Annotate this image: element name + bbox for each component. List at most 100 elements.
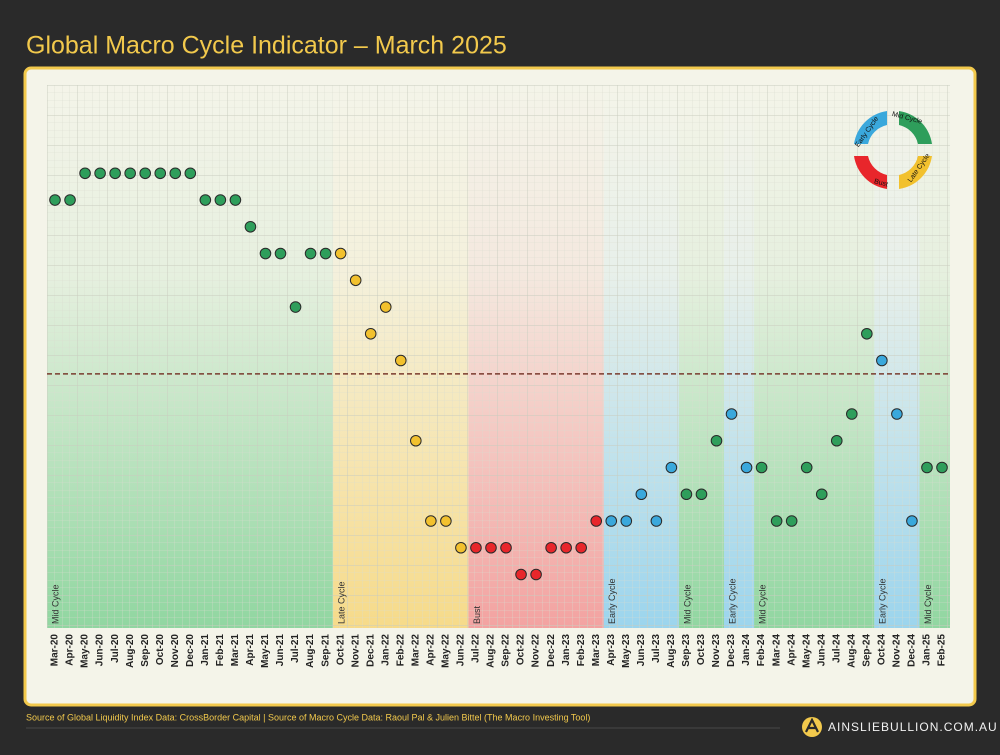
point <box>304 247 317 260</box>
point <box>184 167 197 180</box>
point <box>319 247 332 260</box>
point <box>289 301 302 313</box>
x-tick-label: Jun-24 <box>816 634 827 667</box>
point <box>154 167 167 180</box>
x-tick-label: Jul-22 <box>471 634 482 663</box>
x-tick-label: Feb-24 <box>756 634 767 667</box>
point <box>94 167 106 180</box>
point <box>740 461 753 474</box>
x-tick-label: Jun-23 <box>636 634 647 667</box>
point <box>815 488 828 501</box>
x-tick-label: Dec-22 <box>546 634 557 667</box>
x-tick-label: May-22 <box>441 634 452 668</box>
region-label: Early Cycle <box>878 578 888 624</box>
wheel-label: Bust <box>873 178 888 188</box>
point <box>620 515 633 527</box>
point <box>425 515 437 527</box>
x-tick-label: Apr-22 <box>425 634 436 666</box>
x-tick-label: Feb-22 <box>395 634 406 667</box>
point <box>334 247 347 260</box>
x-tick-label: Oct-20 <box>155 634 166 666</box>
plot: Mid Cycle Late Cycle Bust Early Cycle Mid Cy… <box>47 167 950 668</box>
region-label: Late Cycle <box>337 581 347 624</box>
region-label: Mid Cycle <box>682 584 692 624</box>
x-tick-label: Aug-24 <box>846 634 857 668</box>
point <box>665 461 678 474</box>
point <box>49 194 61 206</box>
x-tick-label: Sep-21 <box>320 634 331 667</box>
point <box>785 515 798 527</box>
x-tick-label: Oct-21 <box>335 634 346 666</box>
brand: AINSLIEBULLION.COM.AU <box>828 720 998 734</box>
point <box>680 488 693 501</box>
point <box>244 220 257 233</box>
point <box>410 434 422 447</box>
brand-logo-mark <box>805 717 819 733</box>
x-tick-label: Jul-21 <box>290 634 301 663</box>
point <box>695 488 708 501</box>
x-tick-label: Aug-20 <box>125 634 136 668</box>
point <box>485 541 497 554</box>
x-tick-label: Nov-22 <box>531 634 542 668</box>
point <box>560 541 572 554</box>
point <box>394 354 407 367</box>
x-tick-label: Dec-21 <box>365 634 376 667</box>
x-tick-label: Feb-21 <box>215 634 226 667</box>
point <box>515 568 527 581</box>
x-tick-label: Mar-24 <box>771 634 782 667</box>
x-tick-label: Dec-24 <box>907 634 918 667</box>
point <box>64 194 76 206</box>
point <box>635 488 648 501</box>
point <box>169 167 182 180</box>
point <box>274 247 287 260</box>
x-tick-label: Jul-20 <box>110 634 121 663</box>
point <box>906 515 918 527</box>
x-tick-label: May-21 <box>260 634 271 668</box>
x-tick-label: Aug-23 <box>666 634 677 668</box>
x-tick-label: Mar-22 <box>410 634 421 667</box>
point <box>921 461 933 474</box>
source-note: Source of Global Liquidity Index Data: C… <box>26 712 590 722</box>
x-tick-label: Jul-23 <box>651 634 662 663</box>
x-tick-label: Jan-25 <box>922 634 933 666</box>
point <box>845 408 858 420</box>
wheel-mid <box>899 111 932 144</box>
point <box>349 274 362 287</box>
x-tick-label: Nov-20 <box>170 634 181 668</box>
point <box>259 247 272 260</box>
x-tick-label: Sep-23 <box>681 634 692 667</box>
point <box>455 541 467 554</box>
point <box>755 461 768 474</box>
x-tick-label: Jan-24 <box>741 634 752 666</box>
chart-title: Global Macro Cycle Indicator – March 202… <box>26 32 507 60</box>
x-tick-label: Mar-20 <box>50 634 61 667</box>
x-tick-label: Aug-22 <box>486 634 497 668</box>
point <box>876 354 888 367</box>
point <box>364 327 377 340</box>
wheel-bust <box>854 156 887 189</box>
x-tick-label: Jan-23 <box>561 634 572 666</box>
x-tick-label: Mar-21 <box>230 634 241 667</box>
x-tick-label: Jan-22 <box>380 634 391 666</box>
point <box>530 568 542 581</box>
x-tick-label: Sep-22 <box>501 634 512 667</box>
x-tick-label: Jan-21 <box>200 634 211 666</box>
x-tick-label: May-24 <box>801 634 812 668</box>
point <box>500 541 512 554</box>
point <box>229 194 242 206</box>
region-label: Mid Cycle <box>757 584 767 624</box>
x-tick-label: Apr-23 <box>606 634 617 666</box>
x-tick-label: Nov-23 <box>711 634 722 668</box>
point <box>214 194 227 206</box>
point <box>770 515 783 527</box>
point <box>861 327 873 340</box>
x-tick-label: Nov-21 <box>350 634 361 668</box>
grid <box>47 85 950 628</box>
point <box>124 167 136 180</box>
x-tick-label: Dec-20 <box>185 634 196 667</box>
point <box>936 461 948 474</box>
point <box>199 194 212 206</box>
x-tick-label: Jul-24 <box>831 634 842 663</box>
region-label: Early Cycle <box>607 578 617 624</box>
